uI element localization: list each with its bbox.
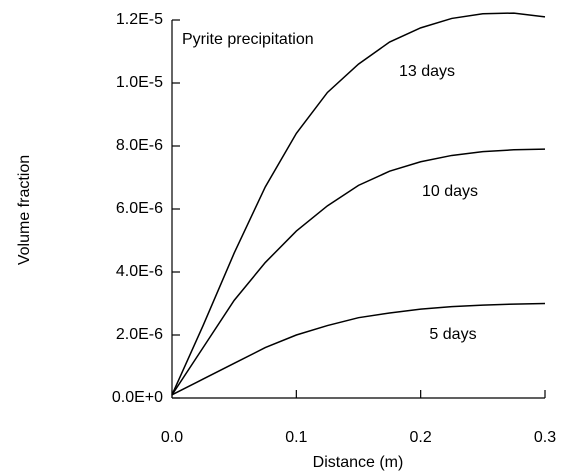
y-tick-label: 4.0E-6 [116, 263, 163, 280]
annotation: Pyrite precipitation [182, 31, 314, 48]
y-tick-label: 2.0E-6 [116, 326, 163, 343]
x-tick-label: 0.3 [534, 429, 556, 446]
x-tick-label: 0.1 [285, 429, 307, 446]
series-label: 5 days [429, 326, 476, 343]
y-tick-label: 8.0E-6 [116, 137, 163, 154]
series-line [171, 12, 546, 396]
y-axis-title: Volume fraction [16, 155, 33, 265]
series-label: 10 days [422, 183, 478, 200]
x-axis-title: Distance (m) [313, 454, 404, 471]
series-line [171, 148, 546, 396]
x-tick-label: 0.2 [410, 429, 432, 446]
y-tick-label: 1.0E-5 [116, 74, 163, 91]
series-label: 13 days [399, 63, 455, 80]
series-line [171, 302, 546, 396]
y-tick-label: 0.0E+0 [112, 389, 163, 406]
y-tick-label: 6.0E-6 [116, 200, 163, 217]
y-tick-label: 1.2E-5 [116, 11, 163, 28]
x-tick-label: 0.0 [161, 429, 183, 446]
